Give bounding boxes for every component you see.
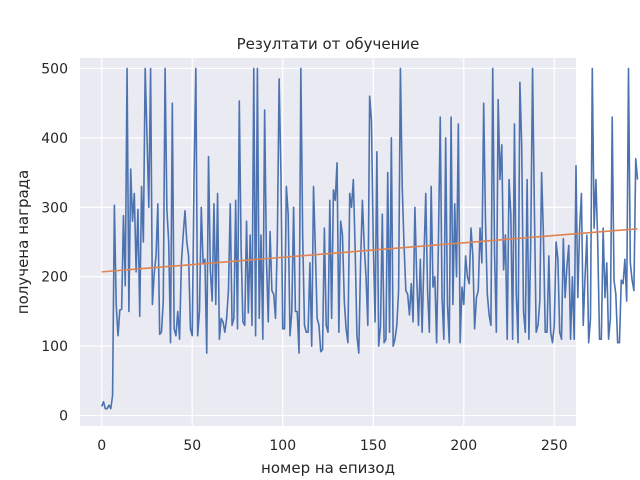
plot-area	[80, 58, 576, 426]
y-tick-label: 300	[41, 200, 68, 216]
y-tick-label: 200	[41, 270, 68, 286]
y-tick-label: 400	[41, 131, 68, 147]
y-tick-label: 0	[59, 409, 68, 425]
series-group	[100, 67, 639, 410]
x-tick-label: 250	[541, 438, 568, 454]
x-tick-label: 0	[97, 438, 106, 454]
x-tick-label: 150	[360, 438, 387, 454]
x-tick-label: 200	[450, 438, 477, 454]
y-tick-label: 100	[41, 339, 68, 355]
series-line-trend	[101, 228, 638, 273]
x-axis-label: номер на епизод	[261, 459, 395, 477]
x-tick-label: 100	[269, 438, 296, 454]
series-line-rewards	[100, 67, 639, 410]
chart-title: Резултати от обучение	[237, 35, 420, 53]
y-tick-labels: 0 100 200 300 400 500	[41, 61, 68, 424]
y-tick-label: 500	[41, 61, 68, 77]
y-axis-label: получена награда	[14, 170, 32, 314]
x-tick-labels: 0 50 100 150 200 250	[97, 438, 567, 454]
x-tick-label: 50	[183, 438, 201, 454]
